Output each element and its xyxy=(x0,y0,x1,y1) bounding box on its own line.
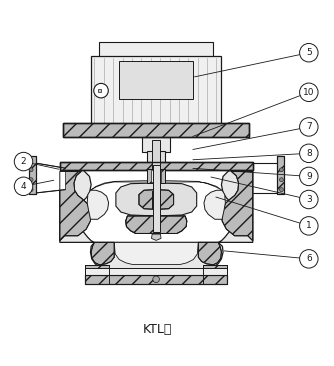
Circle shape xyxy=(280,178,284,182)
Polygon shape xyxy=(91,242,114,265)
Polygon shape xyxy=(87,190,109,219)
Bar xyxy=(85,275,227,284)
Circle shape xyxy=(300,190,318,209)
Polygon shape xyxy=(60,170,95,242)
Bar xyxy=(152,191,160,208)
Polygon shape xyxy=(126,216,187,234)
Text: 2: 2 xyxy=(21,157,26,166)
Bar xyxy=(152,140,160,216)
Bar xyxy=(147,169,165,183)
Bar xyxy=(91,56,221,124)
Bar xyxy=(85,268,227,275)
Circle shape xyxy=(300,144,318,163)
Circle shape xyxy=(280,168,284,172)
Bar xyxy=(63,123,249,138)
Bar xyxy=(60,161,253,170)
Circle shape xyxy=(280,188,284,191)
Bar xyxy=(100,42,213,58)
Bar xyxy=(153,165,160,232)
Polygon shape xyxy=(126,216,187,234)
Polygon shape xyxy=(116,183,197,216)
Circle shape xyxy=(29,188,33,191)
Polygon shape xyxy=(198,242,221,265)
Circle shape xyxy=(94,83,108,98)
Circle shape xyxy=(300,118,318,136)
Polygon shape xyxy=(218,170,253,242)
Bar xyxy=(142,137,170,152)
Text: 5: 5 xyxy=(306,48,312,57)
Circle shape xyxy=(29,178,33,182)
Text: 3: 3 xyxy=(306,195,312,204)
Bar xyxy=(60,161,253,170)
Bar xyxy=(85,265,109,284)
Circle shape xyxy=(300,44,318,62)
Circle shape xyxy=(29,168,33,172)
Bar xyxy=(147,151,165,165)
Circle shape xyxy=(14,152,33,171)
Polygon shape xyxy=(222,171,253,241)
Polygon shape xyxy=(139,190,174,209)
Bar xyxy=(63,123,249,138)
Polygon shape xyxy=(91,180,222,190)
Circle shape xyxy=(300,83,318,101)
Circle shape xyxy=(14,177,33,195)
Text: 10: 10 xyxy=(303,88,315,97)
Text: 9: 9 xyxy=(306,172,312,181)
Polygon shape xyxy=(36,163,65,193)
Circle shape xyxy=(300,217,318,235)
Polygon shape xyxy=(60,171,91,241)
Text: 6: 6 xyxy=(306,254,312,264)
Polygon shape xyxy=(91,242,223,269)
Bar xyxy=(119,61,193,99)
Circle shape xyxy=(300,250,318,268)
Bar xyxy=(98,89,101,92)
Bar xyxy=(85,265,109,284)
Circle shape xyxy=(300,167,318,186)
Bar xyxy=(85,275,227,284)
Polygon shape xyxy=(152,234,161,240)
Bar xyxy=(147,169,165,183)
Text: 4: 4 xyxy=(21,182,26,191)
Text: 1: 1 xyxy=(306,221,312,230)
Bar xyxy=(277,156,284,194)
Bar xyxy=(29,156,36,194)
Text: KTL型: KTL型 xyxy=(142,323,172,336)
Text: 7: 7 xyxy=(306,123,312,131)
Bar xyxy=(277,156,284,194)
Polygon shape xyxy=(204,190,225,219)
Bar xyxy=(151,170,161,182)
Bar xyxy=(203,265,227,284)
Text: 8: 8 xyxy=(306,149,312,158)
Polygon shape xyxy=(114,242,198,265)
Circle shape xyxy=(153,276,159,283)
Bar xyxy=(152,191,160,208)
Bar xyxy=(29,156,36,194)
Bar xyxy=(203,265,227,284)
